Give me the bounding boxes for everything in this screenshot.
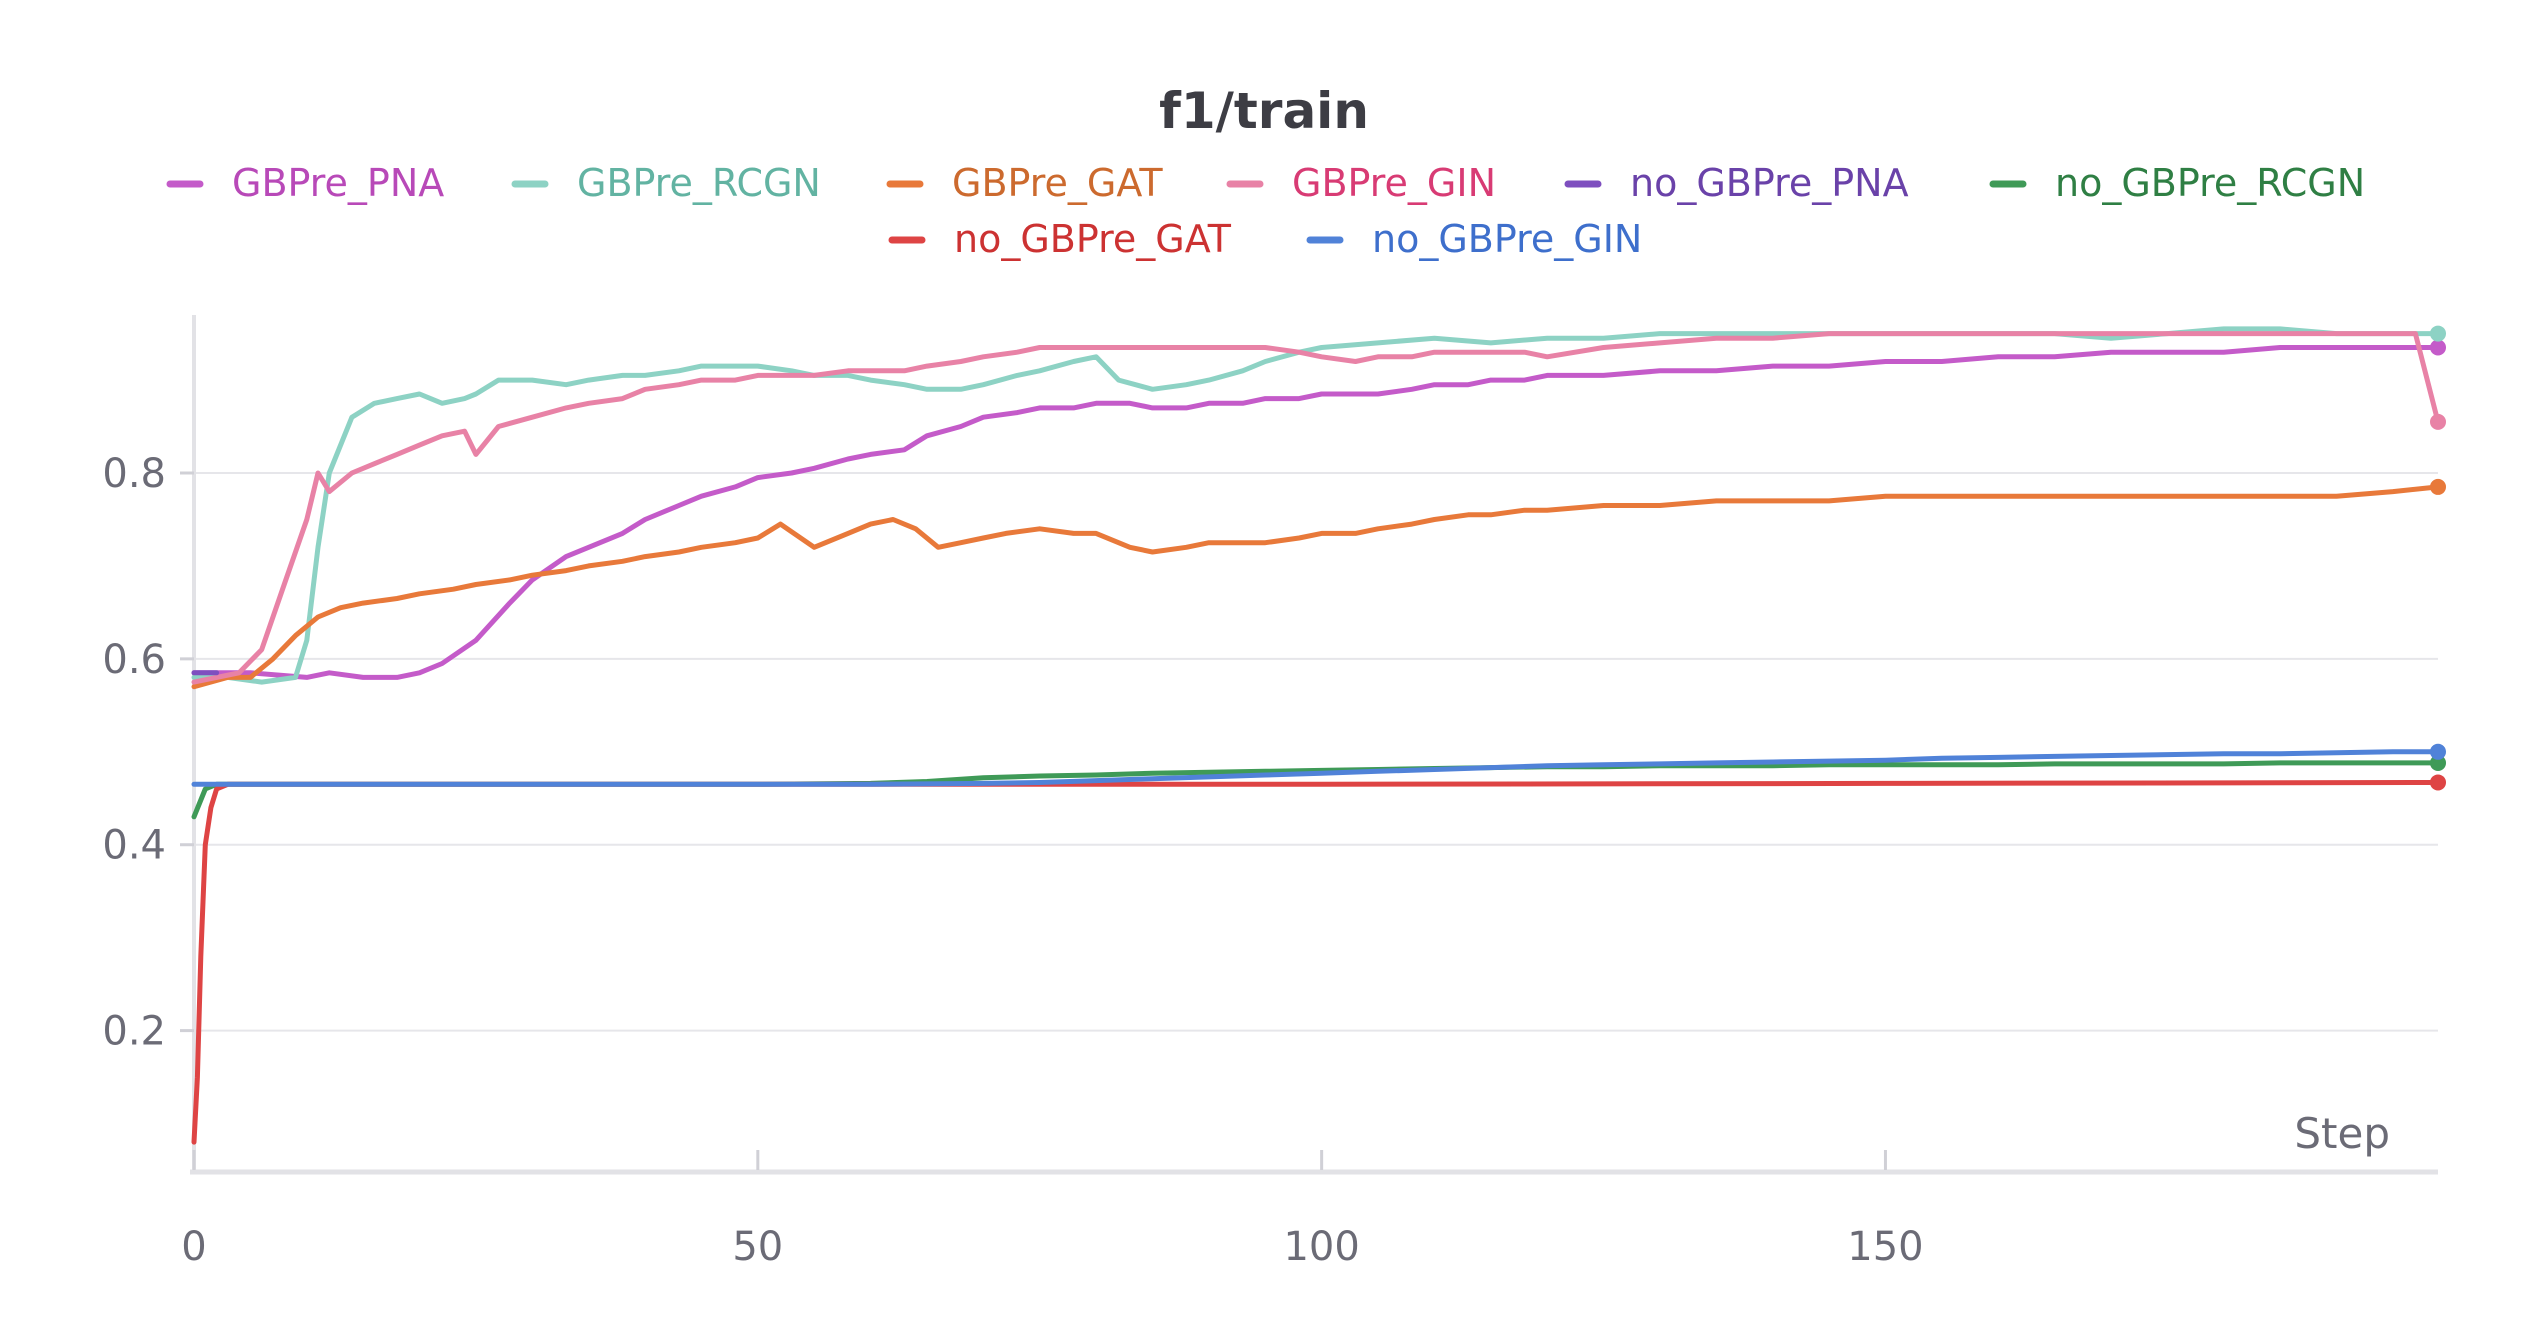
legend-label-no-gbpre-pna: no_GBPre_PNA (1630, 161, 1909, 205)
legend-label-gbpre-pna: GBPre_PNA (232, 161, 444, 205)
legend: GBPre_PNA GBPre_RCGN GBPre_GAT GBPre_GIN no_… (166, 161, 2365, 261)
grid (194, 471, 2438, 1032)
series-end-point-no-gbpre-rcgn (2430, 754, 2446, 771)
legend-label-gbpre-rcgn: GBPre_RCGN (577, 161, 821, 205)
legend-label-gbpre-gin: GBPre_GIN (1292, 161, 1496, 205)
series-line-no-gbpre-gin (191, 749, 2441, 787)
legend-label-no-gbpre-gin: no_GBPre_GIN (1372, 217, 1642, 261)
legend-label-no-gbpre-rcgn: no_GBPre_RCGN (2055, 161, 2365, 205)
series-end-point-gbpre-gin (2430, 413, 2446, 430)
chart-title: f1/train (1159, 82, 1369, 140)
legend-label-no-gbpre-gat: no_GBPre_GAT (954, 217, 1232, 261)
legend-label-gbpre-gat: GBPre_GAT (952, 161, 1163, 205)
series-end-point-gbpre-gat (2430, 478, 2446, 495)
x-tick-label: 50 (732, 1224, 783, 1270)
y-tick-label: 0.2 (102, 1009, 166, 1055)
series-line-gbpre-gat (191, 484, 2441, 690)
series-end-point-gbpre-pna (2430, 339, 2446, 356)
series-line-no-gbpre-gat (191, 780, 2441, 1145)
series-end-point-no-gbpre-gat (2430, 774, 2446, 791)
y-tick-label: 0.4 (102, 823, 166, 869)
x-tick-label: 150 (1847, 1224, 1923, 1270)
series-end-point-gbpre-rcgn (2430, 325, 2446, 342)
x-axis-label: Step (2294, 1109, 2390, 1158)
x-tick-label: 100 (1283, 1224, 1359, 1270)
series-line-gbpre-rcgn (191, 326, 2441, 685)
y-tick-label: 0.6 (102, 637, 166, 683)
series-end-point-no-gbpre-gin (2430, 743, 2446, 760)
series-line-gbpre-pna (191, 345, 2441, 680)
x-tick-label: 0 (181, 1224, 206, 1270)
axes: 0.2 0.4 0.6 0.8 0 50 100 150 (102, 315, 2438, 1270)
y-tick-label: 0.8 (102, 451, 166, 497)
series-line-gbpre-gin (191, 331, 2441, 685)
series-group (191, 325, 2446, 1145)
